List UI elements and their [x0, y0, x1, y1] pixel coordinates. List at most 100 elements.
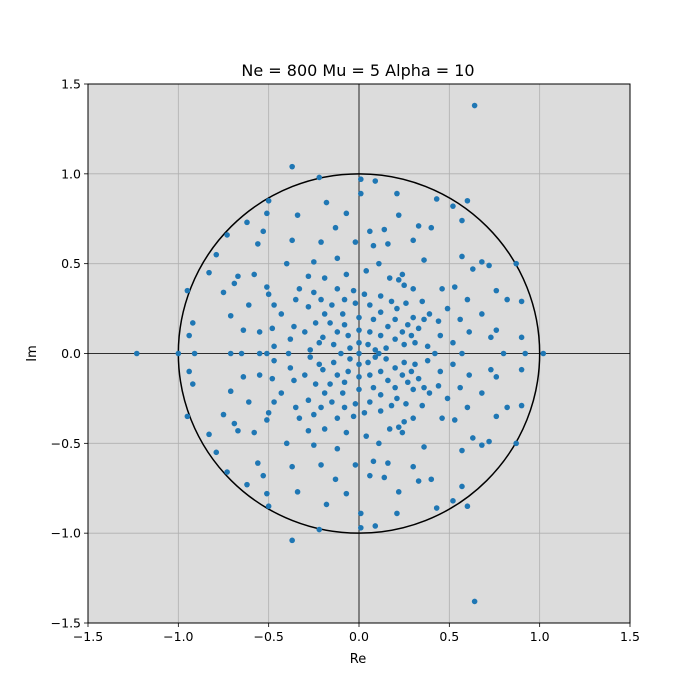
scatter-point-246	[404, 379, 411, 386]
scatter-point-164	[189, 320, 196, 326]
scatter-point-18	[450, 203, 456, 209]
scatter-point-281	[367, 329, 373, 335]
scatter-point-51	[367, 472, 373, 479]
scatter-point-253	[339, 311, 346, 317]
scatter-point-185	[450, 361, 456, 368]
scatter-point-112	[264, 284, 270, 290]
scatter-point-261	[401, 341, 407, 348]
scatter-point-138	[292, 296, 299, 303]
scatter-point-123	[451, 417, 458, 423]
scatter-point-234	[321, 390, 328, 396]
scatter-point-143	[271, 399, 277, 405]
scatter-point-47	[332, 476, 339, 483]
scatter-point-256	[377, 392, 384, 398]
scatter-point-55	[410, 463, 417, 470]
scatter-point-211	[401, 282, 407, 289]
scatter-point-168	[240, 327, 247, 333]
scatter-point-191	[287, 365, 294, 371]
scatter-point-91	[206, 431, 212, 438]
scatter-point-214	[386, 426, 393, 432]
scatter-point-131	[410, 415, 417, 421]
scatter-point-235	[312, 320, 319, 326]
scatter-point-173	[269, 375, 276, 382]
scatter-point-135	[296, 415, 303, 421]
scatter-point-31	[244, 481, 250, 488]
scatter-point-79	[470, 435, 476, 441]
x-tick-label-1: −1.0	[163, 629, 193, 644]
scatter-point-183	[437, 368, 444, 375]
scatter-point-147	[305, 397, 312, 404]
scatter-point-250	[320, 366, 326, 373]
scatter-point-128	[334, 286, 341, 292]
scatter-point-92	[376, 260, 382, 267]
scatter-point-295	[338, 350, 344, 357]
scatter-point-217	[361, 291, 368, 298]
scatter-point-30	[244, 219, 250, 226]
scatter-point-40	[395, 212, 402, 218]
scatter-point-269	[370, 316, 377, 323]
scatter-point-76	[421, 257, 427, 263]
scatter-point-260	[399, 372, 406, 378]
scatter-point-29	[294, 489, 301, 495]
x-tick-label-4: 0.5	[439, 629, 459, 644]
scatter-point-229	[415, 325, 422, 332]
y-tick-label-0: −1.5	[51, 616, 81, 631]
scatter-point-159	[421, 384, 427, 391]
scatter-point-36	[224, 232, 230, 238]
scatter-point-262	[401, 359, 407, 366]
scatter-point-59	[255, 460, 261, 466]
scatter-point-124	[439, 286, 445, 292]
scatter-point-219	[341, 296, 348, 303]
scatter-point-252	[327, 381, 333, 387]
scatter-point-223	[388, 298, 395, 305]
scatter-point-85	[283, 440, 290, 447]
scatter-point-289	[356, 339, 362, 346]
scatter-point-22	[358, 190, 364, 197]
scatter-point-224	[388, 402, 395, 409]
scatter-point-263	[334, 329, 341, 335]
scatter-point-198	[238, 350, 245, 357]
scatter-point-117	[493, 413, 500, 420]
scatter-point-68	[459, 253, 465, 260]
scatter-point-80	[334, 255, 341, 262]
scatter-point-98	[321, 275, 328, 281]
scatter-point-70	[479, 259, 485, 265]
scatter-point-292	[365, 359, 371, 366]
scatter-point-231	[408, 332, 415, 339]
scatter-point-94	[399, 271, 406, 278]
scatter-point-270	[370, 384, 377, 391]
scatter-point-48	[381, 226, 388, 233]
scatter-point-109	[231, 420, 238, 427]
scatter-point-216	[350, 413, 357, 420]
scatter-point-6	[316, 174, 323, 181]
scatter-point-23	[358, 510, 364, 517]
scatter-point-201	[175, 350, 182, 357]
y-tick-label-2: −0.5	[51, 436, 81, 451]
scatter-point-136	[311, 289, 317, 296]
scatter-point-45	[428, 476, 435, 483]
scatter-point-125	[439, 415, 445, 421]
scatter-point-192	[316, 339, 323, 346]
scatter-point-61	[370, 458, 377, 465]
scatter-point-41	[395, 489, 402, 495]
scatter-point-86	[251, 271, 258, 278]
scatter-point-78	[470, 266, 476, 272]
scatter-point-288	[347, 356, 353, 362]
scatter-point-265	[341, 321, 348, 328]
scatter-point-115	[265, 409, 272, 416]
scatter-point-238	[329, 399, 335, 405]
scatter-point-73	[486, 438, 492, 445]
scatter-point-209	[424, 343, 431, 350]
scatter-point-290	[356, 361, 362, 368]
scatter-point-24	[323, 199, 330, 206]
scatter-point-107	[184, 413, 191, 420]
scatter-point-258	[392, 384, 398, 391]
scatter-point-187	[488, 366, 494, 373]
scatter-point-199	[227, 350, 234, 357]
scatter-point-189	[518, 366, 525, 373]
scatter-point-49	[381, 474, 388, 481]
scatter-point-42	[415, 223, 422, 229]
scatter-point-114	[265, 291, 272, 298]
scatter-point-148	[278, 311, 285, 317]
